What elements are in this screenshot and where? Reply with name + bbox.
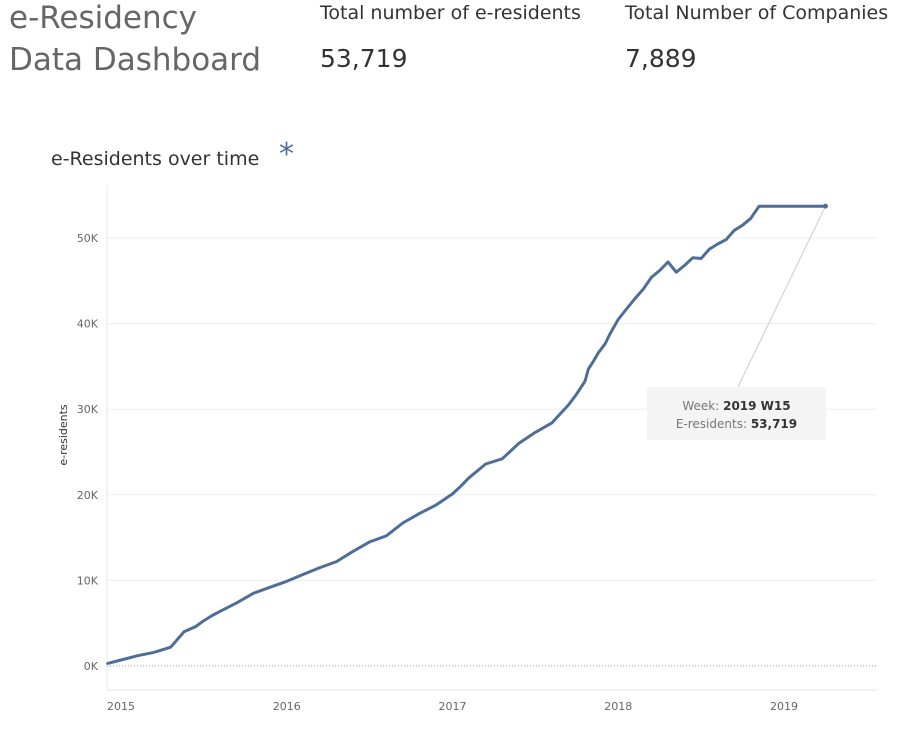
dashboard-title-line-2: Data Dashboard: [9, 42, 262, 78]
y-tick-label: 10K: [77, 574, 99, 587]
y-tick-label: 50K: [77, 232, 99, 245]
chart-title: e-Residents over time: [51, 148, 260, 170]
tooltip-value-row: E-residents: 53,719: [647, 415, 826, 433]
kpi-companies-label: Total Number of Companies: [625, 2, 889, 24]
y-axis-label: e-residents: [57, 404, 70, 466]
asterisk-icon[interactable]: *: [279, 137, 294, 172]
latest-point-marker: [822, 203, 828, 209]
chart-tooltip: Week: 2019 W15 E-residents: 53,719: [647, 387, 826, 440]
x-tick-label: 2019: [770, 700, 798, 713]
tooltip-pointer: [737, 205, 826, 388]
y-tick-label: 0K: [84, 660, 99, 673]
tooltip-week-label: Week:: [682, 399, 720, 413]
y-tick-label: 30K: [77, 403, 99, 416]
kpi-e-residents-label: Total number of e-residents: [320, 2, 581, 24]
x-tick-label: 2015: [107, 700, 135, 713]
tooltip-value-value: 53,719: [750, 417, 798, 431]
tooltip-value-label: E-residents:: [675, 417, 747, 431]
tooltip-week-value: 2019 W15: [723, 399, 791, 413]
kpi-companies-value: 7,889: [625, 44, 697, 73]
dashboard-title-line-1: e-Residency: [9, 0, 198, 36]
x-tick-label: 2016: [273, 700, 301, 713]
x-tick-label: 2018: [604, 700, 632, 713]
tooltip-week-row: Week: 2019 W15: [647, 397, 826, 415]
y-tick-label: 40K: [77, 318, 99, 331]
kpi-e-residents-value: 53,719: [320, 44, 408, 73]
series-line-e-residents: [106, 204, 827, 665]
x-tick-label: 2017: [439, 700, 467, 713]
y-tick-label: 20K: [77, 489, 99, 502]
